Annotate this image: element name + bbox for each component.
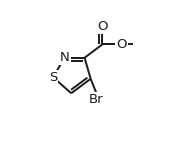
Text: O: O	[116, 38, 127, 51]
Text: S: S	[49, 71, 57, 84]
Text: O: O	[97, 20, 108, 33]
Text: Br: Br	[89, 93, 104, 106]
Text: N: N	[60, 51, 69, 64]
